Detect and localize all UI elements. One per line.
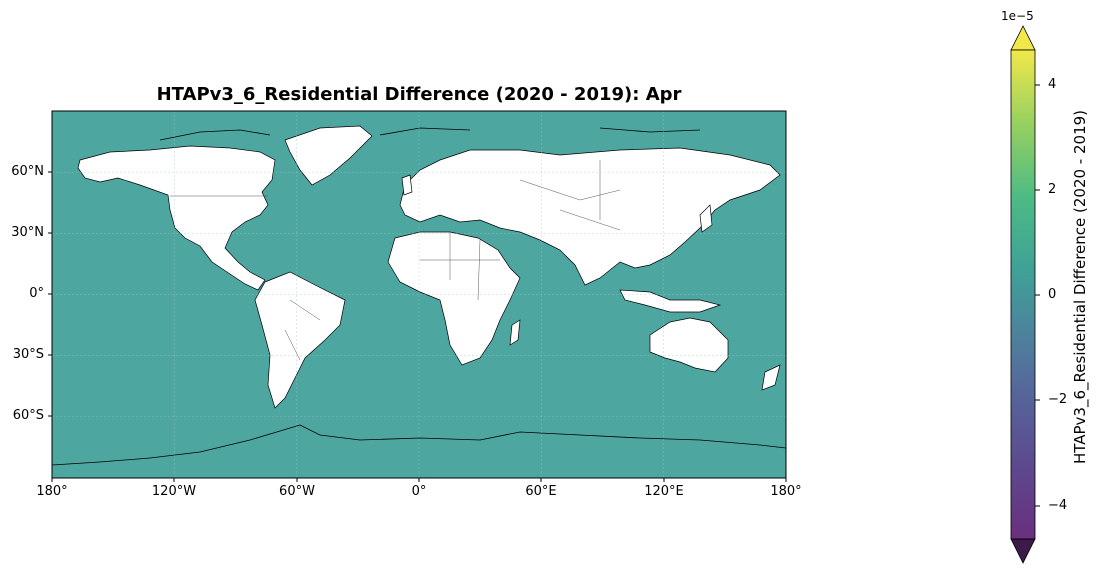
- colorbar: [1010, 25, 1040, 564]
- lon-tick-180w: 180°: [36, 484, 68, 499]
- map-tick-marks: [48, 171, 787, 482]
- colorbar-extend-max: [1010, 25, 1036, 51]
- uk-landmass: [401, 174, 413, 196]
- colorbar-exponent: 1e−5: [1001, 9, 1034, 23]
- lon-tick-180e: 180°: [770, 484, 802, 499]
- gridlines: [52, 111, 786, 478]
- country-borders: [170, 160, 621, 361]
- colorbar-label: HTAPv3_6_Residential Difference (2020 - …: [1071, 109, 1089, 465]
- lon-tick-120e: 120°E: [644, 484, 684, 499]
- africa-landmass: [387, 231, 521, 366]
- lat-tick-60n: 60°N: [11, 164, 44, 179]
- colorbar-tick-neg4: −4: [1048, 498, 1068, 513]
- colorbar-tick-neg2: −2: [1048, 392, 1068, 407]
- new-zealand-landmass: [761, 364, 781, 391]
- colorbar-tick-4: 4: [1048, 77, 1057, 92]
- map-title: HTAPv3_6_Residential Difference (2020 - …: [156, 84, 682, 105]
- north-america-landmass: [77, 145, 276, 291]
- lat-tick-30n: 30°N: [11, 225, 44, 240]
- map-panel: [52, 111, 786, 478]
- land-masses: [77, 125, 781, 409]
- greenland-landmass: [284, 125, 373, 186]
- lat-tick-60s: 60°S: [12, 408, 44, 423]
- lon-tick-120w: 120°W: [151, 484, 197, 499]
- lon-tick-60e: 60°E: [525, 484, 557, 499]
- southeast-asia-islands: [619, 289, 722, 313]
- arctic-islands-coastline: [159, 127, 701, 141]
- lon-tick-60w: 60°W: [279, 484, 315, 499]
- colorbar-tick-marks: [1035, 84, 1040, 507]
- colorbar-tick-2: 2: [1048, 182, 1057, 197]
- australia-landmass: [649, 317, 729, 373]
- colorbar-tick-0: 0: [1048, 287, 1057, 302]
- lat-tick-30s: 30°S: [12, 347, 44, 362]
- madagascar-landmass: [509, 319, 521, 346]
- colorbar-gradient: [1011, 50, 1035, 539]
- lon-tick-0: 0°: [411, 484, 427, 499]
- south-america-landmass: [254, 271, 346, 409]
- lat-tick-0: 0°: [29, 286, 44, 301]
- japan-landmass: [699, 204, 713, 233]
- antarctica-coastline: [52, 424, 786, 466]
- colorbar-extend-min: [1010, 538, 1036, 564]
- eurasia-landmass: [399, 147, 781, 286]
